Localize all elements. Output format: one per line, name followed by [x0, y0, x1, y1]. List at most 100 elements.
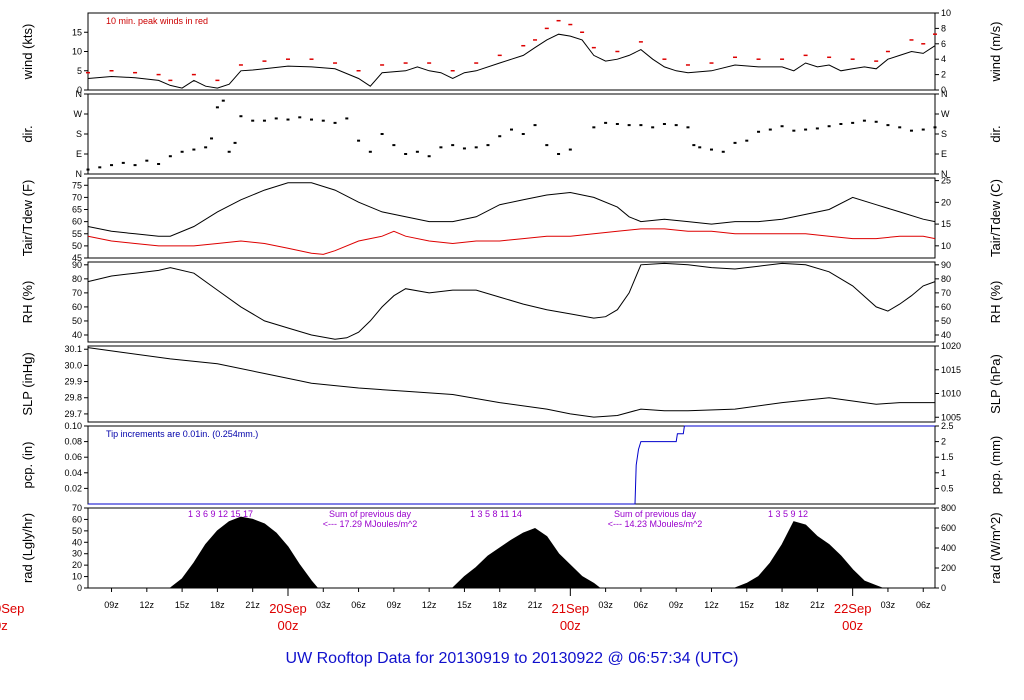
- dir-point: [145, 159, 149, 162]
- temp-ytick-label: 60: [72, 217, 82, 227]
- dir-frame: [87, 93, 936, 175]
- rad-ytick-label: 50: [72, 526, 82, 536]
- dir-point: [545, 144, 549, 147]
- time-tick-label: 21z: [245, 600, 260, 610]
- dir-point: [745, 139, 749, 142]
- dir-point: [698, 146, 702, 149]
- dir-point: [251, 119, 255, 122]
- temp-ytick-right-label: 10: [941, 241, 951, 251]
- dir-point: [662, 123, 666, 125]
- wind-wind-line: [87, 33, 936, 89]
- temp-ytick-right-label: 25: [941, 176, 951, 186]
- dir-point: [815, 127, 819, 130]
- dir-point: [110, 164, 114, 167]
- precip-ytick-label: 0.02: [64, 483, 82, 493]
- precip-ytick-label: 0.10: [64, 421, 82, 431]
- dir-point: [462, 147, 466, 150]
- time-tick-label: 15z: [457, 600, 472, 610]
- day-label-date-clipped: 0Sep: [0, 601, 24, 616]
- time-tick-label: 18z: [210, 600, 225, 610]
- dir-point: [333, 121, 337, 124]
- time-tick-label: 03z: [598, 600, 613, 610]
- slp-ytick-label: 30.1: [64, 344, 82, 354]
- dir-ytick-right-label: S: [941, 129, 947, 139]
- wind-ytick-right-label: 0: [941, 85, 946, 95]
- wind-ytick-label: 5: [77, 66, 82, 76]
- slp-ytick-label: 29.9: [64, 377, 82, 387]
- dir-point: [862, 119, 866, 122]
- dir-point: [310, 118, 314, 121]
- dir-point: [168, 155, 172, 158]
- dir-point: [757, 130, 761, 133]
- precip-ytick-right-label: 1.5: [941, 452, 954, 462]
- time-tick-label: 03z: [316, 600, 331, 610]
- time-tick-label: 06z: [634, 600, 649, 610]
- slp-ytick-right-label: 1005: [941, 412, 961, 422]
- dir-point: [345, 117, 349, 120]
- dir-ytick-label: E: [76, 149, 82, 159]
- day-label-date: 21Sep: [552, 601, 590, 616]
- dir-point: [692, 144, 696, 147]
- dir-point: [192, 148, 196, 151]
- dir-point: [839, 123, 843, 125]
- dir-point: [510, 128, 513, 131]
- dir-point: [210, 137, 214, 140]
- time-tick-label: 21z: [528, 600, 543, 610]
- rh-ytick-label: 80: [72, 274, 82, 284]
- dir-point: [639, 124, 643, 127]
- time-tick-label: 12z: [422, 600, 437, 610]
- dir-point: [604, 121, 608, 124]
- rad-daily-total-line1: Sum of previous day: [329, 509, 412, 519]
- dir-point: [415, 150, 419, 153]
- temp-ytick-right-label: 15: [941, 219, 951, 229]
- dir-point: [86, 168, 90, 171]
- dir-point: [827, 125, 831, 128]
- dir-point: [721, 150, 725, 153]
- slp-ylabel: SLP (inHg): [20, 352, 35, 415]
- rad-ytick-right-label: 800: [941, 503, 956, 513]
- dir-point: [357, 139, 361, 142]
- dir-point: [733, 141, 737, 144]
- dir-point: [204, 146, 208, 149]
- dir-ytick-right-label: N: [941, 169, 948, 179]
- dir-point: [651, 126, 655, 129]
- day-label-date: 20Sep: [269, 601, 307, 616]
- rh-frame: [87, 261, 936, 343]
- temp-Tdew-line: [87, 228, 936, 255]
- rad-ytick-label: 60: [72, 514, 82, 524]
- wind-ytick-right-label: 2: [941, 70, 946, 80]
- rh-ytick-label: 90: [72, 260, 82, 270]
- dir-point: [474, 146, 478, 149]
- dir-point: [709, 148, 713, 151]
- rad-day1-area: [168, 516, 319, 589]
- dir-point: [121, 161, 125, 164]
- rad-ytick-right-label: 600: [941, 523, 956, 533]
- temp-ytick-label: 55: [72, 229, 82, 239]
- temp-ytick-label: 65: [72, 205, 82, 215]
- rh-ytick-label: 70: [72, 288, 82, 298]
- dir-point: [239, 115, 243, 118]
- rad-day2-area: [451, 528, 602, 589]
- dir-point: [886, 124, 890, 127]
- rh-ytick-right-label: 80: [941, 274, 951, 284]
- slp-ytick-right-label: 1010: [941, 389, 961, 399]
- time-tick-label: 15z: [740, 600, 755, 610]
- day-label-hour: 00z: [842, 618, 863, 633]
- wind-ytick-right-label: 4: [941, 54, 946, 64]
- precip-ylabel: pcp. (in): [20, 442, 35, 489]
- dir-point: [498, 135, 502, 138]
- precip-ytick-label: 0.08: [64, 437, 82, 447]
- rh-ytick-right-label: 70: [941, 288, 951, 298]
- rad-hour-marks: 1 3 6 9 12 15 17: [188, 509, 253, 519]
- time-tick-label: 03z: [881, 600, 896, 610]
- dir-point: [439, 146, 443, 149]
- wind-panel: [84, 12, 939, 91]
- slp-SLP-line: [87, 347, 935, 418]
- dir-point: [874, 120, 878, 123]
- precip-panel: [84, 425, 939, 505]
- dir-point: [851, 121, 855, 124]
- rh-ytick-right-label: 60: [941, 302, 951, 312]
- rad-ytick-label: 70: [72, 503, 82, 513]
- rh-ytick-right-label: 40: [941, 330, 951, 340]
- dir-point: [921, 128, 925, 131]
